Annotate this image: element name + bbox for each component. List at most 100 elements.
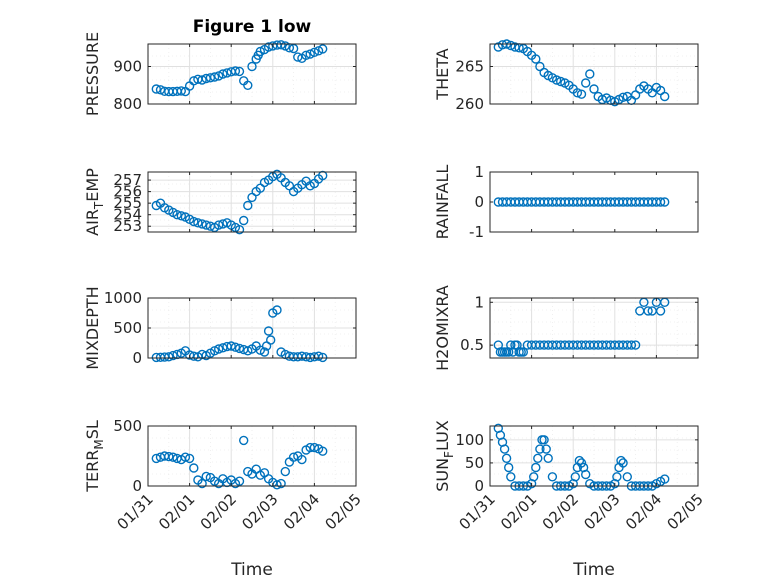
subplot-grid: 800900PRESSURE253254255256257AIRTEMP0500… xyxy=(83,32,707,533)
data-point xyxy=(280,466,290,477)
x-tick-label: 02/04 xyxy=(622,490,665,533)
data-point xyxy=(234,476,245,486)
data-point xyxy=(197,219,207,229)
data-point xyxy=(184,453,195,464)
data-point xyxy=(570,472,580,482)
data-point xyxy=(556,76,566,87)
data-point xyxy=(660,197,670,207)
data-point xyxy=(643,306,653,316)
y-axis-label-main: THETA xyxy=(433,48,452,100)
data-point xyxy=(193,218,203,228)
data-point xyxy=(213,220,224,230)
data-point xyxy=(585,69,595,79)
data-point xyxy=(276,40,286,50)
axes-box xyxy=(147,171,357,233)
y-axis-label-main: SUN xyxy=(433,458,452,492)
data-point xyxy=(529,472,539,482)
data-point xyxy=(189,216,199,227)
y-axis-label-subscript: M xyxy=(92,439,106,449)
data-point xyxy=(305,49,315,59)
subplot-6: -1 0 1 RAINFALL xyxy=(433,163,699,241)
y-tick-label: 100 xyxy=(455,431,484,449)
data-point xyxy=(504,462,514,473)
y-axis-label: SUNFLUX xyxy=(433,420,456,492)
x-tick-label: 02/03 xyxy=(580,490,623,533)
data-point xyxy=(234,343,245,354)
data-point xyxy=(243,80,253,91)
data-point xyxy=(622,472,632,482)
data-point xyxy=(189,463,199,473)
plot-area xyxy=(490,426,698,486)
y-axis-label-subscript: F xyxy=(442,451,456,458)
series-markers xyxy=(151,40,328,97)
data-point xyxy=(318,446,328,456)
data-point xyxy=(576,89,587,99)
y-axis-label: MIXDEPTH xyxy=(83,286,102,369)
data-point xyxy=(616,455,626,466)
y-tick-label: 1 xyxy=(474,293,484,311)
data-point xyxy=(180,452,191,462)
y-axis-label: PRESSURE xyxy=(83,32,102,116)
data-point xyxy=(551,75,562,85)
data-point xyxy=(230,342,241,352)
data-point xyxy=(518,347,528,357)
x-tick-label: 02/05 xyxy=(664,490,707,533)
data-point xyxy=(176,86,187,96)
y-axis-label: TERRMSL xyxy=(83,420,106,493)
x-tick-label: 02/05 xyxy=(322,490,365,533)
figure-title: Figure 1 low xyxy=(193,17,312,37)
data-point xyxy=(297,454,307,465)
data-point xyxy=(630,340,641,350)
data-point xyxy=(151,84,162,94)
axes-box xyxy=(489,425,699,487)
data-point xyxy=(618,92,628,103)
data-point xyxy=(168,350,178,361)
axes-box xyxy=(147,425,357,487)
y-tick-label: 260 xyxy=(455,95,484,113)
y-axis-label-main: AIR xyxy=(83,209,102,236)
x-axis-label-left: Time xyxy=(230,560,273,580)
y-axis-label-main: MIXDEPTH xyxy=(83,286,102,369)
axes-box xyxy=(147,43,357,105)
data-point xyxy=(238,215,249,226)
data-point xyxy=(234,224,245,235)
y-tick-label: 500 xyxy=(113,319,142,337)
data-point xyxy=(272,305,282,315)
data-point xyxy=(541,444,551,454)
data-point xyxy=(581,469,591,480)
data-point xyxy=(151,453,162,464)
x-tick-label: 02/02 xyxy=(197,490,240,533)
data-point xyxy=(234,66,245,77)
y-axis-label-rest: LUX xyxy=(433,420,452,451)
data-point xyxy=(301,50,311,60)
data-point xyxy=(243,346,253,356)
data-point xyxy=(543,453,553,463)
y-tick-label: 0 xyxy=(132,477,142,495)
data-point xyxy=(655,197,666,207)
subplot-7: 0.5 1 H2OMIXRA xyxy=(433,285,699,371)
data-point xyxy=(172,209,182,220)
x-tick-label: 02/04 xyxy=(280,490,323,533)
data-point xyxy=(230,66,241,76)
series-markers xyxy=(493,297,670,357)
x-tick-label: 02/02 xyxy=(539,490,582,533)
data-point xyxy=(168,452,178,462)
y-axis-label: RAINFALL xyxy=(433,165,452,240)
data-point xyxy=(176,211,187,221)
y-axis-label-main: PRESSURE xyxy=(83,32,102,116)
data-point xyxy=(572,88,583,98)
data-point xyxy=(243,200,253,211)
data-point xyxy=(226,341,236,351)
x-tick-label: 01/31 xyxy=(456,490,499,533)
data-point xyxy=(506,40,516,51)
data-point xyxy=(539,435,549,445)
y-tick-label: 255 xyxy=(113,194,142,212)
data-point xyxy=(259,347,270,357)
data-point xyxy=(533,453,543,463)
y-tick-label: 265 xyxy=(455,58,484,76)
axes-box xyxy=(489,297,699,359)
